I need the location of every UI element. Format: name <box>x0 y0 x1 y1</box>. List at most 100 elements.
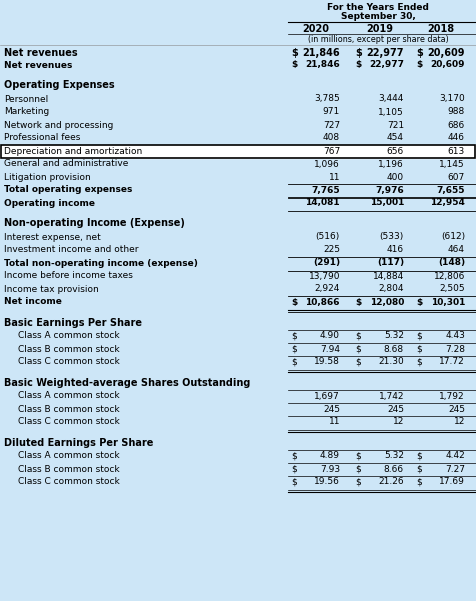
Text: Professional fees: Professional fees <box>4 133 80 142</box>
Text: 971: 971 <box>323 108 340 117</box>
Text: 2019: 2019 <box>366 23 393 34</box>
Text: 1,697: 1,697 <box>314 391 340 400</box>
Text: 607: 607 <box>448 172 465 182</box>
Text: 8.66: 8.66 <box>384 465 404 474</box>
Text: 11: 11 <box>328 418 340 427</box>
Text: $: $ <box>416 344 422 353</box>
Text: 400: 400 <box>387 172 404 182</box>
Text: 446: 446 <box>448 133 465 142</box>
Text: 4.90: 4.90 <box>320 332 340 341</box>
Text: 408: 408 <box>323 133 340 142</box>
Text: 20,609: 20,609 <box>427 47 465 58</box>
Text: Class C common stock: Class C common stock <box>18 418 120 427</box>
Text: Income tax provision: Income tax provision <box>4 284 99 293</box>
Text: $: $ <box>355 344 361 353</box>
Text: 7.94: 7.94 <box>320 344 340 353</box>
Text: 19.58: 19.58 <box>314 358 340 367</box>
Text: 10,866: 10,866 <box>306 297 340 307</box>
Text: Class A common stock: Class A common stock <box>18 451 119 460</box>
Text: 12: 12 <box>454 418 465 427</box>
Text: 22,977: 22,977 <box>369 61 404 70</box>
Text: $: $ <box>416 61 422 70</box>
Text: 2018: 2018 <box>427 23 454 34</box>
Text: Operating Expenses: Operating Expenses <box>4 81 115 91</box>
Text: 14,884: 14,884 <box>373 272 404 281</box>
Text: General and administrative: General and administrative <box>4 159 129 168</box>
Text: Non-operating Income (Expense): Non-operating Income (Expense) <box>4 219 185 228</box>
Text: (in millions, except per share data): (in millions, except per share data) <box>307 35 448 44</box>
Text: 13,790: 13,790 <box>308 272 340 281</box>
Text: 7,655: 7,655 <box>436 186 465 195</box>
Text: $: $ <box>291 61 297 70</box>
Text: 2,505: 2,505 <box>439 284 465 293</box>
Text: Diluted Earnings Per Share: Diluted Earnings Per Share <box>4 438 153 448</box>
Text: 7.28: 7.28 <box>445 344 465 353</box>
Text: 767: 767 <box>323 147 340 156</box>
Text: For the Years Ended: For the Years Ended <box>327 3 429 12</box>
Text: Network and processing: Network and processing <box>4 120 113 129</box>
Text: $: $ <box>291 297 297 307</box>
Text: 656: 656 <box>387 147 404 156</box>
Text: 12: 12 <box>393 418 404 427</box>
Text: 1,105: 1,105 <box>378 108 404 117</box>
Text: 21.26: 21.26 <box>378 478 404 486</box>
Text: $: $ <box>355 332 361 341</box>
Text: 245: 245 <box>323 404 340 413</box>
Text: 12,954: 12,954 <box>430 198 465 207</box>
Text: Class B common stock: Class B common stock <box>18 465 119 474</box>
Text: Interest expense, net: Interest expense, net <box>4 233 101 242</box>
Bar <box>1 145 475 158</box>
Text: (612): (612) <box>441 233 465 242</box>
Text: 464: 464 <box>448 245 465 254</box>
Text: $: $ <box>355 478 361 486</box>
Text: Class A common stock: Class A common stock <box>18 332 119 341</box>
Text: Basic Weighted-average Shares Outstanding: Basic Weighted-average Shares Outstandin… <box>4 377 250 388</box>
Text: Litigation provision: Litigation provision <box>4 172 91 182</box>
Text: 686: 686 <box>448 120 465 129</box>
Text: Depreciation and amortization: Depreciation and amortization <box>4 147 142 156</box>
Text: 721: 721 <box>387 120 404 129</box>
Text: 5.32: 5.32 <box>384 332 404 341</box>
Text: (117): (117) <box>377 258 404 267</box>
Text: 4.89: 4.89 <box>320 451 340 460</box>
Text: $: $ <box>291 47 298 58</box>
Text: 15,001: 15,001 <box>370 198 404 207</box>
Text: 2,804: 2,804 <box>378 284 404 293</box>
Text: $: $ <box>416 478 422 486</box>
Text: Net revenues: Net revenues <box>4 61 72 70</box>
Text: 4.42: 4.42 <box>445 451 465 460</box>
Text: $: $ <box>416 332 422 341</box>
Text: 1,742: 1,742 <box>378 391 404 400</box>
Text: 7.27: 7.27 <box>445 465 465 474</box>
Text: 7.93: 7.93 <box>320 465 340 474</box>
Text: $: $ <box>355 465 361 474</box>
Text: 727: 727 <box>323 120 340 129</box>
Text: $: $ <box>291 358 297 367</box>
Text: $: $ <box>355 451 361 460</box>
Text: $: $ <box>416 297 422 307</box>
Text: 225: 225 <box>323 245 340 254</box>
Text: Class C common stock: Class C common stock <box>18 358 120 367</box>
Text: $: $ <box>355 297 361 307</box>
Text: 245: 245 <box>387 404 404 413</box>
Text: Net revenues: Net revenues <box>4 47 78 58</box>
Text: 3,170: 3,170 <box>439 94 465 103</box>
Text: $: $ <box>416 465 422 474</box>
Text: (148): (148) <box>438 258 465 267</box>
Text: 245: 245 <box>448 404 465 413</box>
Text: 2020: 2020 <box>302 23 329 34</box>
Text: $: $ <box>416 358 422 367</box>
Text: Basic Earnings Per Share: Basic Earnings Per Share <box>4 317 142 328</box>
Text: September 30,: September 30, <box>341 12 416 21</box>
Text: $: $ <box>291 344 297 353</box>
Text: 5.32: 5.32 <box>384 451 404 460</box>
Text: $: $ <box>416 451 422 460</box>
Text: $: $ <box>355 358 361 367</box>
Text: 8.68: 8.68 <box>384 344 404 353</box>
Text: Operating income: Operating income <box>4 198 95 207</box>
Text: 454: 454 <box>387 133 404 142</box>
Text: 988: 988 <box>448 108 465 117</box>
Text: 416: 416 <box>387 245 404 254</box>
Text: 14,081: 14,081 <box>306 198 340 207</box>
Text: 3,785: 3,785 <box>314 94 340 103</box>
